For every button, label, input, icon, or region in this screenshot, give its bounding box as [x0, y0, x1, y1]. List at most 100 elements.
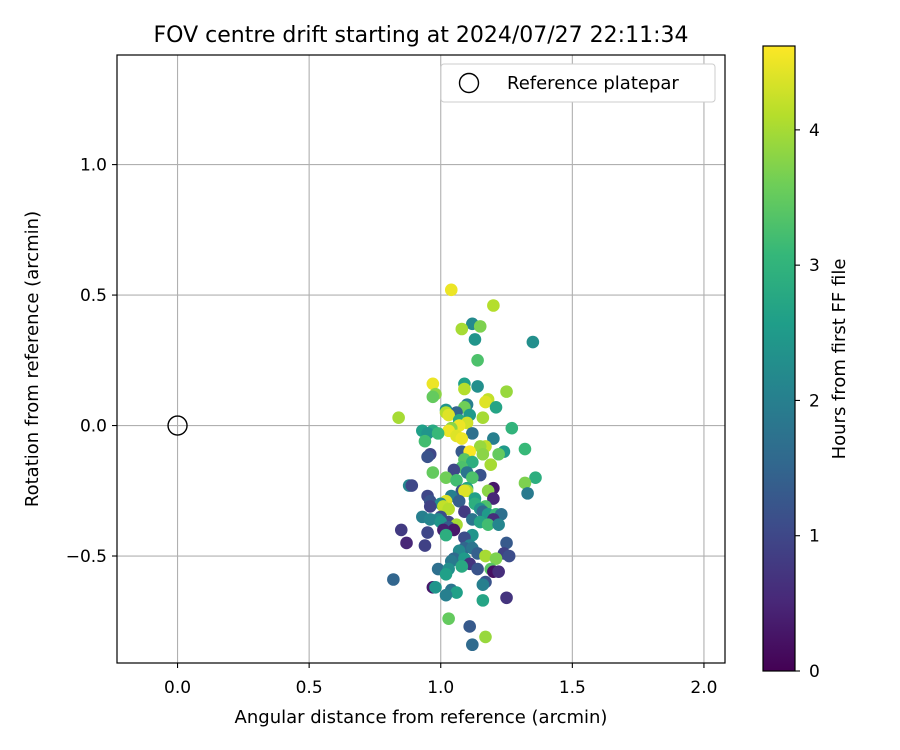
scatter-point	[500, 536, 513, 550]
colorbar: 0 1 2 3 4 Hours from first FF file	[762, 45, 850, 682]
scatter-point	[394, 523, 408, 537]
colorbar-tick-label: 0	[809, 662, 820, 682]
legend-box	[440, 63, 716, 103]
scatter-point	[463, 620, 476, 633]
colorbar-tick-label: 1	[809, 527, 820, 547]
legend: Reference platepar	[440, 63, 716, 103]
scatter-point	[479, 630, 492, 644]
scatter-point	[529, 471, 542, 485]
scatter-point	[442, 612, 455, 625]
scatter-point	[500, 385, 513, 398]
y-tick-label: 0.0	[80, 417, 107, 437]
y-tick-label: −0.5	[66, 547, 107, 567]
scatter-point	[487, 492, 500, 505]
scatter-point	[471, 562, 484, 576]
scatter-point	[455, 322, 469, 336]
x-tick-label: 0.0	[164, 678, 191, 698]
scatter-point	[466, 427, 479, 440]
scatter-point	[471, 354, 484, 367]
x-tick-label: 1.0	[427, 678, 454, 698]
scatter-point	[473, 320, 487, 333]
scatter-point	[458, 505, 471, 518]
y-tick-label: 1.0	[80, 156, 107, 176]
x-tick-label: 1.5	[559, 678, 586, 698]
colorbar-gradient	[762, 45, 796, 672]
scatter-point	[418, 539, 432, 552]
scatter-point	[442, 408, 455, 422]
scatter-point	[442, 502, 455, 516]
legend-marker-reference	[458, 72, 480, 94]
scatter-point	[426, 377, 440, 391]
y-tick-label: 0.5	[80, 286, 107, 306]
x-tick-label: 2.0	[690, 678, 717, 698]
scatter-point	[476, 594, 490, 607]
scatter-point	[502, 549, 516, 563]
scatter-point	[392, 411, 405, 425]
scatter-point	[487, 432, 500, 445]
scatter-point	[489, 552, 503, 565]
plot-frame	[116, 54, 726, 664]
scatter-point	[439, 528, 453, 542]
scatter-point	[418, 434, 432, 448]
scatter-point	[426, 466, 440, 479]
scatter-point	[468, 333, 482, 346]
colorbar-tick-label: 3	[809, 256, 820, 276]
scatter-point	[476, 578, 490, 592]
scatter-point	[426, 390, 440, 404]
legend-entry-reference: Reference platepar	[507, 73, 679, 94]
scatter-point	[447, 463, 461, 477]
scatter-point	[439, 471, 453, 485]
reference-platepar-marker	[167, 415, 188, 436]
scatter-points	[387, 283, 542, 652]
scatter-point	[423, 500, 437, 513]
scatter-point	[452, 494, 466, 508]
reference-marker-layer	[167, 415, 188, 436]
colorbar-tick-label: 4	[809, 121, 820, 141]
scatter-point	[421, 526, 434, 539]
scatter-point	[487, 299, 500, 312]
scatter-point	[455, 560, 469, 573]
scatter-point	[450, 474, 463, 487]
y-axis-ticks: −0.5 0.0 0.5 1.0	[66, 156, 117, 567]
x-tick-label: 0.5	[296, 678, 323, 698]
chart-title: FOV centre drift starting at 2024/07/27 …	[154, 23, 689, 48]
scatter-point	[466, 455, 479, 469]
grid	[117, 55, 725, 663]
scatter-point	[492, 565, 505, 578]
scatter-point	[458, 484, 471, 498]
scatter-point	[387, 573, 400, 586]
scatter-point	[484, 458, 498, 471]
scatter-point	[439, 588, 453, 602]
scatter-point	[518, 442, 532, 456]
scatter-point	[405, 479, 419, 492]
scatter-point	[481, 518, 495, 531]
x-axis-ticks: 0.0 0.5 1.0 1.5 2.0	[164, 663, 717, 698]
plot-area	[117, 55, 725, 663]
scatter-point	[444, 283, 458, 297]
scatter-point	[429, 581, 442, 594]
scatter-point	[489, 400, 503, 414]
scatter-point	[505, 421, 519, 435]
scatter-point	[431, 427, 445, 440]
y-axis-label: Rotation from reference (arcmin)	[22, 211, 43, 507]
scatter-point	[476, 411, 490, 425]
scatter-point	[421, 450, 434, 464]
scatter-point	[479, 395, 492, 409]
scatter-point	[526, 335, 540, 349]
scatter-point	[521, 487, 534, 500]
scatter-point	[492, 518, 505, 531]
scatter-point	[500, 591, 513, 605]
scatter-point	[458, 382, 471, 396]
colorbar-tick-label: 2	[809, 391, 820, 411]
scatter-point	[476, 447, 490, 461]
scatter-point	[518, 476, 532, 490]
colorbar-ticks: 0 1 2 3 4	[795, 121, 820, 682]
x-axis-label: Angular distance from reference (arcmin)	[235, 707, 608, 728]
colorbar-label: Hours from first FF file	[829, 259, 850, 460]
scatter-point	[466, 471, 479, 485]
scatter-point	[471, 380, 484, 393]
scatter-point	[479, 549, 492, 563]
scatter-point	[492, 447, 505, 461]
